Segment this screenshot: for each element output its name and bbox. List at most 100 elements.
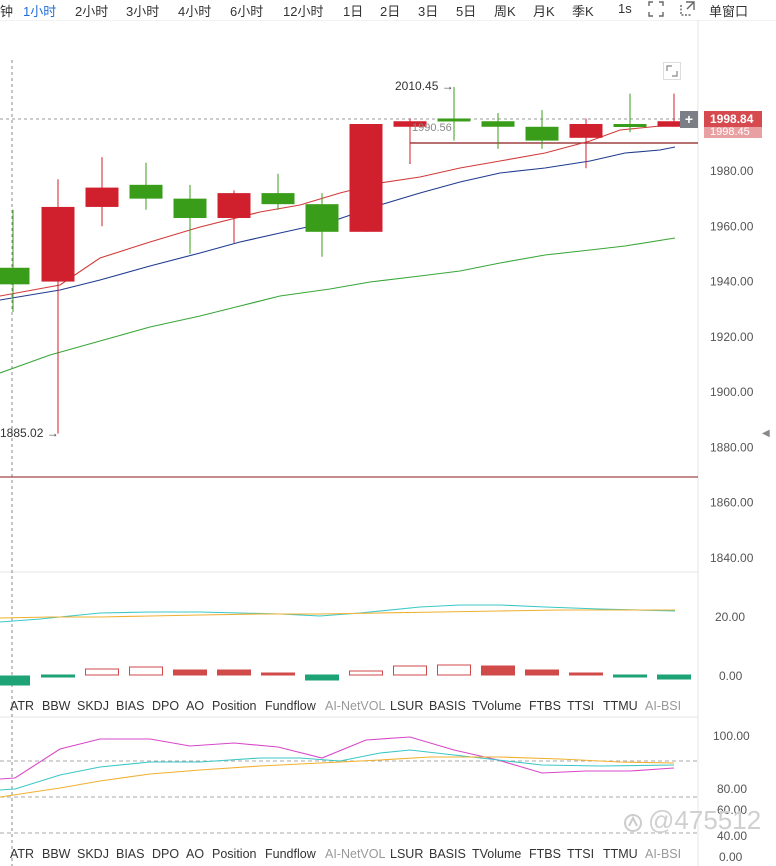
- candle-body: [129, 184, 163, 199]
- osc2-line-cyan: [0, 749, 675, 791]
- ind-skdj[interactable]: SKDJ: [77, 699, 109, 713]
- ind-ttsi[interactable]: TTSI: [567, 699, 595, 713]
- candle-body: [305, 204, 339, 232]
- tf-2d[interactable]: 2日: [380, 4, 401, 19]
- ind2-tvolume[interactable]: TVolume: [472, 847, 522, 861]
- candle-body: [85, 187, 119, 207]
- tf-1d[interactable]: 1日: [343, 4, 364, 19]
- candle-body: [261, 193, 295, 205]
- add-alert-button[interactable]: +: [680, 111, 698, 128]
- tf-1s[interactable]: 1s: [618, 1, 632, 16]
- ind-tvolume[interactable]: TVolume: [472, 699, 522, 713]
- ind-ao[interactable]: AO: [186, 699, 205, 713]
- ind2-ao[interactable]: AO: [186, 847, 205, 861]
- ind2-ftbs[interactable]: FTBS: [529, 847, 561, 861]
- ind2-skdj[interactable]: SKDJ: [77, 847, 109, 861]
- osc1-tick-label: 20.00: [715, 610, 745, 624]
- osc1-histogram-bar: [129, 666, 163, 676]
- ind2-fundflow[interactable]: Fundflow: [265, 847, 316, 861]
- expand-icon[interactable]: [663, 62, 681, 80]
- ind-lsur[interactable]: LSUR: [390, 699, 424, 713]
- ind-ftbs[interactable]: FTBS: [529, 699, 561, 713]
- osc1-histogram-bar: [0, 675, 30, 686]
- high-price-annotation: 2010.45 →: [395, 79, 454, 93]
- ind2-basis[interactable]: BASIS: [429, 847, 466, 861]
- candle-body: [173, 198, 207, 218]
- ind-basis[interactable]: BASIS: [429, 699, 466, 713]
- ma-line-green: [0, 237, 676, 374]
- y-tick-label: 1940.00: [710, 275, 754, 289]
- tf-1h[interactable]: 1小时: [23, 4, 57, 19]
- tf-2h[interactable]: 2小时: [75, 4, 109, 19]
- osc2-tick-label: 60.00: [717, 803, 747, 817]
- tf-6h[interactable]: 6小时: [230, 4, 264, 19]
- ind2-ttmu[interactable]: TTMU: [603, 847, 638, 861]
- candle-body: [657, 121, 691, 127]
- ind2-dpo[interactable]: DPO: [152, 847, 180, 861]
- y-tick-label: 1960.00: [710, 219, 754, 233]
- osc1-histogram-bar: [349, 670, 383, 676]
- osc1-histogram-bar: [173, 669, 207, 676]
- tf-5d[interactable]: 5日: [456, 4, 477, 19]
- ind-bbw[interactable]: BBW: [42, 699, 71, 713]
- tf-month[interactable]: 月K: [533, 4, 555, 19]
- ind-position[interactable]: Position: [212, 699, 257, 713]
- osc2-tick-label: 40.00: [717, 829, 747, 843]
- ind2-ai-netvol[interactable]: AI-NetVOL: [325, 847, 386, 861]
- osc2-line-pink: [0, 736, 675, 780]
- ind2-ai-bsi[interactable]: AI-BSI: [645, 847, 682, 861]
- osc1-histogram-bar: [657, 674, 691, 680]
- osc2-tick-label: 80.00: [717, 782, 747, 796]
- tf-minute[interactable]: 钟: [0, 4, 14, 19]
- ind-fundflow[interactable]: Fundflow: [265, 699, 316, 713]
- candle-body: [0, 267, 30, 285]
- tf-quarter[interactable]: 季K: [572, 4, 594, 19]
- y-tick-label: 1840.00: [710, 551, 754, 565]
- osc1-line-orange: [0, 609, 675, 619]
- ind-ttmu[interactable]: TTMU: [603, 699, 638, 713]
- timeframe-toolbar: 钟 1小时 2小时 3小时 4小时 6小时 12小时 1日 2日 3日 5日 周…: [0, 0, 776, 20]
- ind-bias[interactable]: BIAS: [116, 699, 145, 713]
- osc1-histogram-bar: [85, 668, 119, 676]
- ind2-ttsi[interactable]: TTSI: [567, 847, 595, 861]
- osc1-histogram-bar: [217, 669, 251, 676]
- osc1-histogram-bar: [437, 664, 471, 676]
- ind-ai-netvol[interactable]: AI-NetVOL: [325, 699, 386, 713]
- osc1-histogram-bar: [481, 665, 515, 676]
- collapse-handle-icon[interactable]: ◀: [762, 428, 770, 439]
- candle-body: [437, 118, 471, 122]
- single-window-button[interactable]: 单窗口: [709, 4, 749, 19]
- y-tick-label: 1980.00: [710, 164, 754, 178]
- tf-4h[interactable]: 4小时: [178, 4, 212, 19]
- y-tick-label: 1880.00: [710, 440, 754, 454]
- ind2-atr[interactable]: ATR: [10, 847, 35, 861]
- ind-atr[interactable]: ATR: [10, 699, 35, 713]
- candle-body: [525, 126, 559, 141]
- popout-icon[interactable]: [678, 0, 696, 18]
- osc1-tick-label: 0.00: [719, 669, 743, 683]
- tf-12h[interactable]: 12小时: [283, 4, 324, 19]
- candle-body: [481, 121, 515, 127]
- osc1-histogram-bar: [569, 672, 603, 676]
- candle-body: [217, 193, 251, 218]
- tf-3h[interactable]: 3小时: [126, 4, 160, 19]
- low-price-annotation: 1885.02 →: [0, 426, 59, 440]
- tf-3d[interactable]: 3日: [418, 4, 439, 19]
- tf-week[interactable]: 周K: [494, 4, 516, 19]
- watermark: @475512: [648, 805, 762, 835]
- osc1-histogram-bar: [41, 674, 75, 678]
- osc1-histogram-bar: [261, 672, 295, 676]
- ind2-bbw[interactable]: BBW: [42, 847, 71, 861]
- ind-dpo[interactable]: DPO: [152, 699, 180, 713]
- ind-ai-bsi[interactable]: AI-BSI: [645, 699, 682, 713]
- ind2-position[interactable]: Position: [212, 847, 257, 861]
- ind2-bias[interactable]: BIAS: [116, 847, 145, 861]
- fullscreen-icon[interactable]: [647, 0, 665, 18]
- osc2-tick-label: 100.00: [713, 729, 750, 743]
- secondary-price-tag: 1998.45: [704, 127, 762, 138]
- osc2-tick-label: 0.00: [719, 850, 743, 864]
- osc2-line-orange: [0, 756, 675, 798]
- y-tick-label: 1900.00: [710, 385, 754, 399]
- ind2-lsur[interactable]: LSUR: [390, 847, 424, 861]
